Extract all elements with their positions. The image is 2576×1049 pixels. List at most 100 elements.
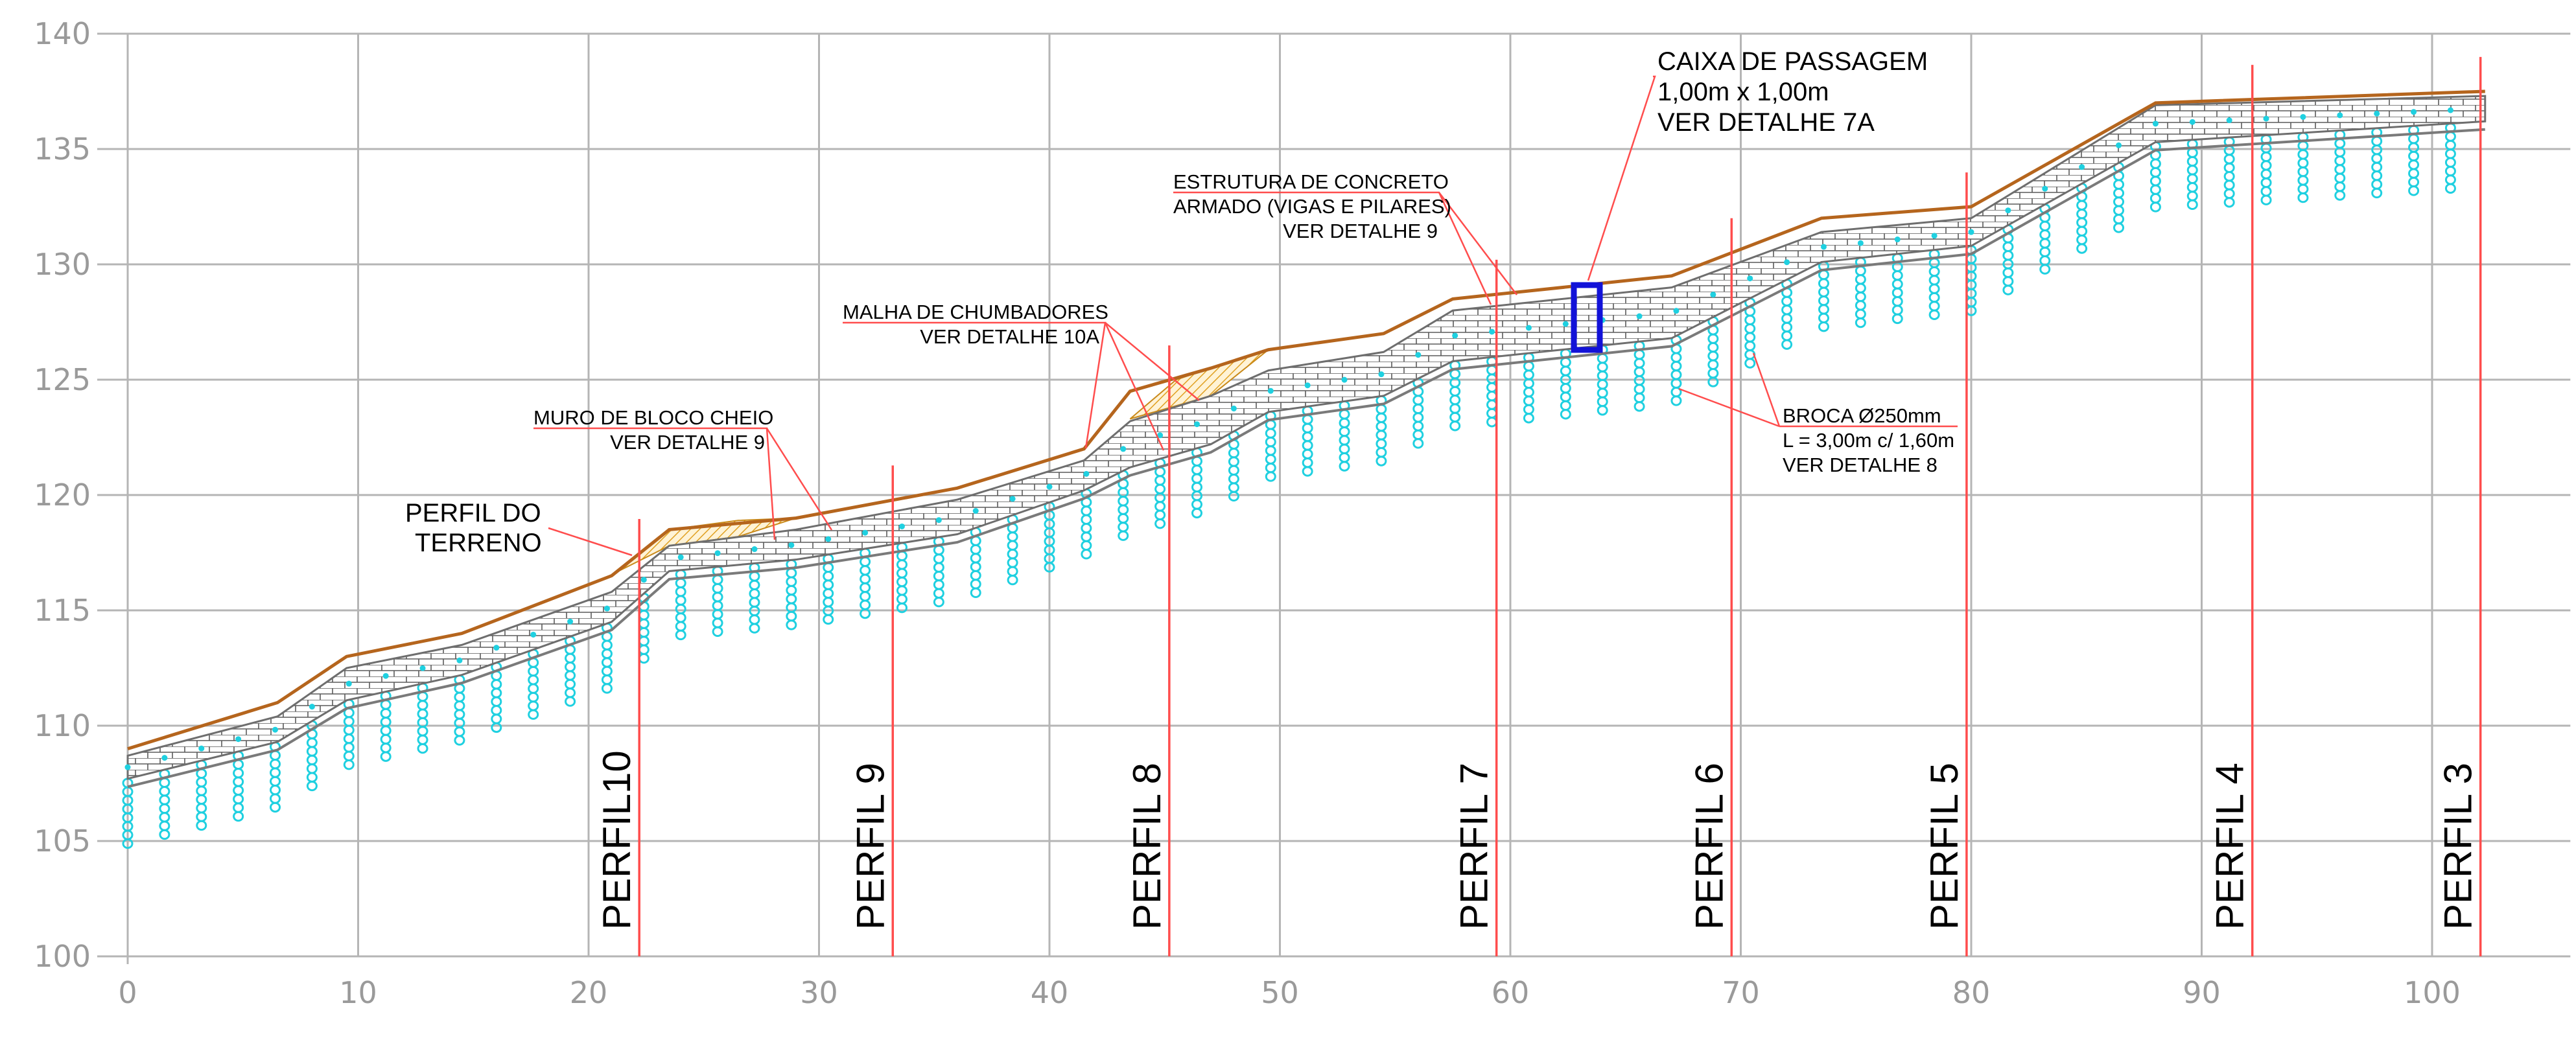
x-tick-80: 80 xyxy=(1952,975,1991,1010)
pile-bulb xyxy=(2002,250,2014,261)
anchor-dot xyxy=(1820,244,1827,250)
pile-bulb xyxy=(1302,431,1313,443)
pile xyxy=(454,674,465,746)
anchor-dot xyxy=(419,665,426,671)
pile-bulb xyxy=(2297,157,2309,168)
pile-bulb xyxy=(565,696,576,707)
pile-bulb xyxy=(823,588,834,599)
pile xyxy=(159,768,170,840)
pile-bulb xyxy=(786,619,797,630)
pile-bulb xyxy=(454,700,465,711)
pile-bulb xyxy=(159,794,170,805)
anchor-dot xyxy=(493,645,500,651)
pile-bulb xyxy=(2371,179,2383,190)
pile-bulb xyxy=(1081,540,1092,551)
block-wall xyxy=(126,95,2487,780)
pile-bulb xyxy=(1486,417,1498,428)
pile-bulb xyxy=(343,716,355,727)
pile-bulb xyxy=(2076,235,2088,246)
pile-bulb xyxy=(233,811,244,822)
anchor-dot xyxy=(862,529,869,536)
pile xyxy=(2186,139,2198,211)
pile xyxy=(675,569,686,641)
perfil-1: PERFIL10 xyxy=(595,519,640,956)
pile-bulb xyxy=(896,550,907,562)
y-tick-105: 105 xyxy=(34,824,91,859)
pile-bulb xyxy=(270,776,281,787)
pile-bulb xyxy=(1081,531,1092,542)
pile-bulb xyxy=(970,570,981,581)
pile xyxy=(233,750,244,822)
pile xyxy=(1744,297,1756,369)
pile-bulb xyxy=(2113,213,2125,225)
perfil-label: PERFIL10 xyxy=(595,750,638,930)
pile-bulb xyxy=(1449,403,1461,414)
pile-bulb xyxy=(2149,167,2161,178)
pile-bulb xyxy=(1818,312,1829,324)
pile-bulb xyxy=(1560,391,1571,402)
anchor-dot xyxy=(2337,112,2343,119)
pile-bulb xyxy=(1265,471,1276,482)
anchor-dot xyxy=(2116,142,2122,148)
pile-bulb xyxy=(1781,330,1793,341)
anchor-dot xyxy=(1120,446,1127,452)
pile-bulb xyxy=(1670,369,1682,380)
pile-bulb xyxy=(933,553,944,564)
pile-bulb xyxy=(712,626,723,637)
pile-bulb xyxy=(2149,202,2161,213)
pile-bulb xyxy=(454,709,465,720)
pile xyxy=(2149,141,2161,213)
pile-bulb xyxy=(2371,187,2383,199)
annot-broca-line2: L = 3,00m c/ 1,60m xyxy=(1783,429,1954,452)
pile xyxy=(2334,129,2346,201)
pile xyxy=(933,536,944,608)
pile-bulb xyxy=(2371,170,2383,181)
annot-caixa-line2: 1,00m x 1,00m xyxy=(1657,78,1829,106)
pile-bulb xyxy=(380,733,392,745)
pile xyxy=(1486,356,1498,428)
pile-bulb xyxy=(1855,291,1866,303)
pile-bulb xyxy=(1781,295,1793,307)
pile-bulb xyxy=(233,785,244,796)
pile-bulb xyxy=(1781,321,1793,333)
pile-bulb xyxy=(233,802,244,813)
pile-bulb xyxy=(1560,383,1571,394)
perfil-2: PERFIL 9 xyxy=(849,465,895,956)
pile-bulb xyxy=(491,713,502,724)
annot-muro-line1: MURO DE BLOCO CHEIO xyxy=(533,406,773,429)
pile-bulb xyxy=(196,811,207,822)
anchor-dot xyxy=(198,745,205,752)
anchor-dot xyxy=(309,704,315,710)
pile xyxy=(712,566,723,637)
pile-bulb xyxy=(1744,314,1756,326)
pile-bulb xyxy=(1339,435,1350,446)
pile-bulb xyxy=(528,683,539,694)
pile-bulb xyxy=(2186,190,2198,202)
anchor-dot xyxy=(640,577,647,583)
cut-zone-group xyxy=(618,349,1269,572)
pile xyxy=(1670,334,1682,406)
pile-bulb xyxy=(343,724,355,735)
pile-bulb xyxy=(306,780,318,792)
pile-bulb xyxy=(823,571,834,582)
anchor-dot xyxy=(1452,332,1458,339)
annot-caixa-line3: VER DETALHE 7A xyxy=(1657,108,1875,137)
pile-bulb xyxy=(712,574,723,585)
y-tick-100: 100 xyxy=(34,939,91,974)
pile-bulb xyxy=(1670,395,1682,406)
anchor-dot xyxy=(1525,325,1532,331)
annot-malha-line1: MALHA DE CHUMBADORES xyxy=(843,301,1108,323)
anchor-dot xyxy=(1636,313,1643,319)
pile-bulb xyxy=(823,597,834,608)
pile-bulb xyxy=(306,763,318,774)
pile-bulb xyxy=(2444,165,2456,177)
pile-bulb xyxy=(1302,414,1313,425)
pile-bulb xyxy=(1228,482,1239,493)
pile-bulb xyxy=(675,629,686,641)
pile-bulb xyxy=(2002,241,2014,253)
pile-bulb xyxy=(1265,462,1276,474)
y-axis-ticks: 100 105 110 115 120 125 130 135 140 xyxy=(34,16,91,974)
pile-bulb xyxy=(1339,443,1350,454)
pile-bulb xyxy=(1891,287,1903,299)
anchor-dot xyxy=(2447,107,2453,113)
